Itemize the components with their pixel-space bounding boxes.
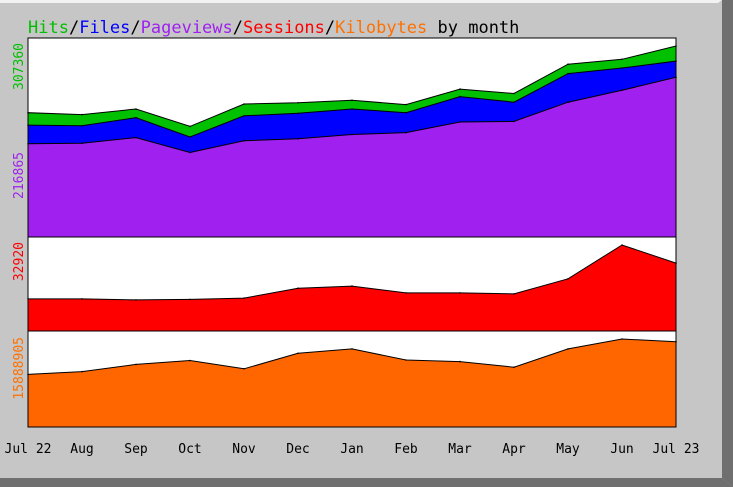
y-axis-label-hits: 307360 [12,43,27,90]
point-pageviews-dec [297,138,299,140]
frame-shadow-right [722,0,733,487]
point-files-mar [459,95,461,98]
x-tick-label-feb: Feb [394,442,418,457]
point-pageviews-apr [513,120,515,123]
point-sessions-dec [297,287,299,290]
title-part-slash-3: / [130,18,140,38]
chart-title: Hits/Files/Pageviews/Sessions/Kilobytes … [28,18,519,38]
point-pageviews-sep [135,136,137,139]
point-kilobytes-may [567,348,569,350]
point-hits-dec [297,102,299,104]
point-hits-jan [351,99,353,102]
point-sessions-jun [621,244,623,246]
point-hits-nov [243,103,245,105]
y-axis-label-kilobytes: 15888905 [12,337,27,400]
point-hits-oct [189,125,191,128]
title-part-pageviews: Pageviews [141,18,233,38]
x-tick-label-jul-23: Jul 23 [653,442,700,457]
x-tick-label-sep: Sep [124,442,148,457]
point-kilobytes-aug [81,370,83,373]
point-hits-apr [513,92,515,95]
point-files-apr [513,101,515,103]
point-pageviews-jan [351,133,353,136]
point-hits-aug [81,113,83,116]
point-hits-sep [135,108,137,110]
area-pageviews [27,76,677,238]
frame-shadow-bottom [0,478,733,487]
point-sessions-feb [405,292,407,294]
point-kilobytes-nov [243,368,245,370]
sessions-panel [27,236,677,332]
point-pageviews-mar [459,121,461,123]
point-files-jan [351,108,353,110]
point-sessions-nov [243,297,245,299]
y-axis-label-pageviews: 216865 [12,152,27,199]
point-files-dec [297,112,299,115]
kilobytes-panel [27,330,677,428]
x-tick-label-mar: Mar [448,442,472,457]
y-axis-label-sessions: 32920 [12,242,27,281]
point-sessions-sep [135,299,137,301]
x-tick-label-jul-22: Jul 22 [5,442,52,457]
point-pageviews-jun [621,89,623,92]
x-tick-label-may: May [556,442,580,457]
point-pageviews-may [567,101,569,103]
x-tick-label-jun: Jun [610,442,633,457]
title-part-slash-5: / [233,18,243,38]
point-sessions-may [567,278,569,280]
title-part-kilobytes: Kilobytes [335,18,427,38]
point-sessions-oct [189,298,191,301]
point-hits-may [567,63,569,65]
frame-highlight-top [0,0,722,3]
point-kilobytes-feb [405,359,407,361]
x-tick-label-aug: Aug [70,442,93,457]
title-part-by-month: by month [427,18,519,38]
title-part-slash-1: / [69,18,79,38]
point-hits-mar [459,88,461,90]
x-axis-labels: Jul 22 Aug Sep Oct Nov Dec Jan Feb Mar Apr May Jun J… [5,442,700,457]
point-hits-jun [621,58,623,61]
point-kilobytes-dec [297,352,299,355]
point-files-sep [135,116,137,119]
point-kilobytes-mar [459,360,461,363]
point-kilobytes-jun [621,338,623,340]
point-sessions-mar [459,292,461,294]
point-files-jun [621,67,623,69]
point-kilobytes-jan [351,348,353,350]
point-sessions-jan [351,285,353,287]
point-pageviews-oct [189,151,191,154]
point-sessions-apr [513,293,515,295]
x-tick-label-oct: Oct [178,442,201,457]
point-files-aug [81,125,83,127]
point-files-oct [189,136,191,138]
point-files-nov [243,115,245,117]
title-part-hits: Hits [28,18,69,38]
point-pageviews-aug [81,142,83,144]
point-sessions-aug [81,298,83,300]
title-part-sessions: Sessions [243,18,325,38]
point-files-feb [405,111,407,114]
area-sessions [27,244,677,332]
point-pageviews-feb [405,131,407,134]
title-part-slash-7: / [325,18,335,38]
traffic-panel [27,37,677,238]
point-kilobytes-oct [189,359,191,362]
title-part-files: Files [79,18,130,38]
point-kilobytes-apr [513,366,515,369]
point-pageviews-nov [243,139,245,142]
x-tick-label-nov: Nov [232,442,256,457]
x-tick-label-dec: Dec [286,442,309,457]
x-tick-label-apr: Apr [502,442,526,457]
kilobytes-panel-border [27,330,677,428]
point-files-may [567,72,569,75]
point-kilobytes-sep [135,363,137,366]
x-tick-label-jan: Jan [340,442,363,457]
point-hits-feb [405,103,407,106]
